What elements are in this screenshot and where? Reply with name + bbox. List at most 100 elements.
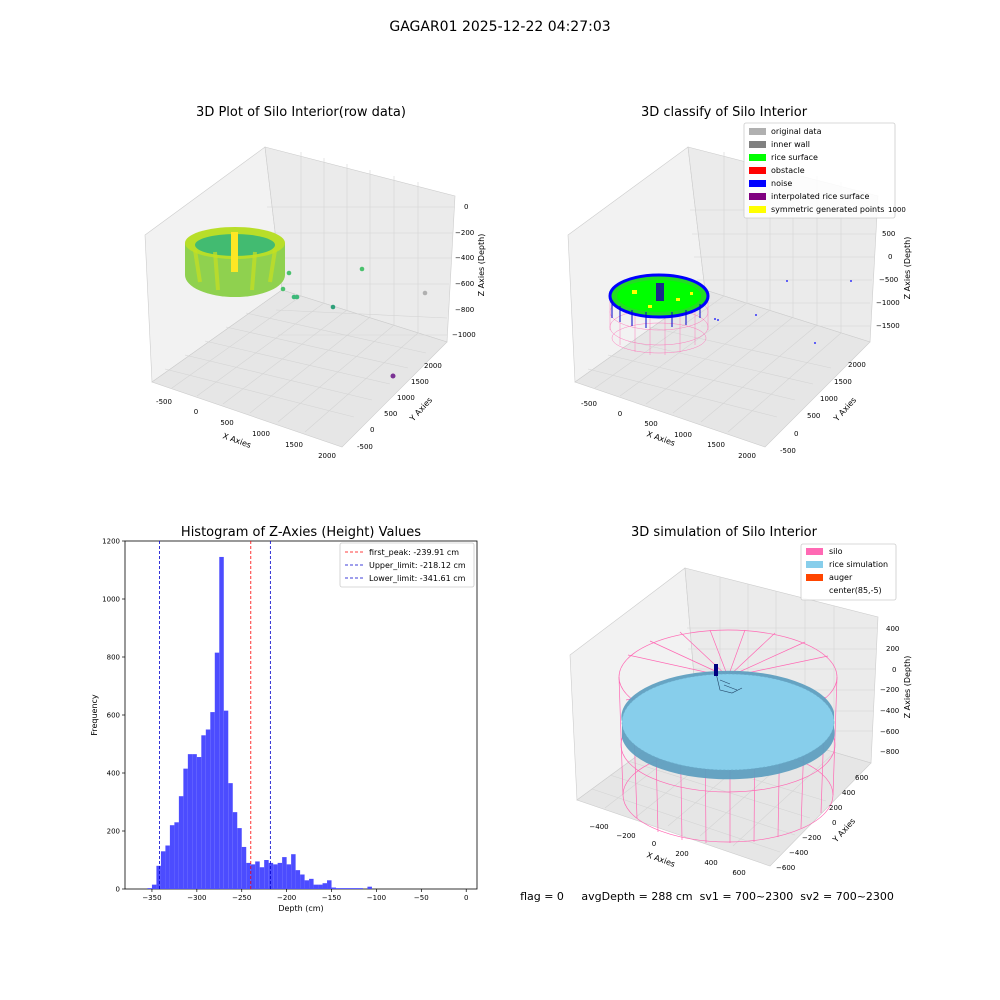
raw-y-ticks: -500 0 500 1000 1500 2000 bbox=[357, 362, 442, 451]
histogram-x-tick-label: 0 bbox=[464, 894, 468, 902]
svg-text:1500: 1500 bbox=[411, 378, 429, 386]
histogram-bar bbox=[295, 870, 301, 889]
svg-text:600: 600 bbox=[855, 774, 868, 782]
svg-text:original data: original data bbox=[771, 127, 822, 136]
raw-z-ticks: 0 −200 −400 −600 −800 −1000 bbox=[452, 203, 476, 339]
histogram-x-tick-label: −200 bbox=[277, 894, 296, 902]
classify-legend-entry: noise bbox=[749, 179, 792, 188]
svg-text:−1500: −1500 bbox=[876, 322, 900, 330]
histogram-title: Histogram of Z-Axies (Height) Values bbox=[181, 525, 421, 540]
histogram-y-ticks: 0 200 400 600 800 1000 1200 bbox=[102, 538, 125, 894]
histogram-bar bbox=[273, 864, 278, 889]
simulation-legend-entry: silo bbox=[806, 547, 843, 556]
classify-x-label: X Axies bbox=[645, 429, 676, 448]
classify-legend: original data inner wall rice surface ob… bbox=[743, 122, 896, 219]
simulation-auger-mesh bbox=[715, 672, 743, 694]
histogram-bar bbox=[210, 712, 215, 889]
histogram-y-label: Frequency bbox=[90, 694, 99, 736]
classify-legend-entry: obstacle bbox=[749, 166, 805, 175]
simulation-panel-title: 3D simulation of Silo Interior bbox=[631, 525, 818, 540]
simulation-x-label: X Axies bbox=[645, 850, 676, 869]
histogram-bar bbox=[183, 768, 188, 889]
svg-text:200: 200 bbox=[829, 804, 842, 812]
raw-x-ticks: -500 0 500 1000 1500 2000 bbox=[156, 398, 336, 460]
classify-legend-entry: original data bbox=[749, 127, 822, 136]
histogram-bar bbox=[367, 886, 372, 889]
classify-x-ticks: -500 0 500 1000 1500 2000 bbox=[581, 400, 756, 460]
svg-text:-500: -500 bbox=[581, 400, 597, 408]
histogram-bar bbox=[178, 796, 184, 889]
simulation-auger bbox=[714, 664, 718, 676]
histogram-bar bbox=[286, 864, 292, 889]
simulation-z-label: Z Axies (Depth) bbox=[903, 656, 912, 719]
svg-text:1500: 1500 bbox=[285, 441, 303, 449]
histogram-legend: first_peak: -239.91 cm Upper_limit: -218… bbox=[339, 542, 475, 588]
histogram-bar bbox=[214, 652, 220, 889]
histogram-panel: Histogram of Z-Axies (Height) Values −35… bbox=[90, 525, 478, 913]
histogram-bar bbox=[340, 888, 345, 889]
histogram-legend-entry: Lower_limit: -341.61 cm bbox=[345, 574, 466, 583]
svg-text:rice simulation: rice simulation bbox=[829, 560, 888, 569]
histogram-legend-entry: first_peak: -239.91 cm bbox=[345, 548, 459, 557]
histogram-bar bbox=[169, 825, 175, 889]
histogram-bar bbox=[165, 845, 170, 889]
svg-text:−200: −200 bbox=[880, 686, 899, 694]
raw-silo-points bbox=[185, 227, 285, 297]
svg-text:Lower_limit: -341.61 cm: Lower_limit: -341.61 cm bbox=[369, 574, 466, 583]
histogram-bar bbox=[322, 883, 328, 889]
svg-text:inner wall: inner wall bbox=[771, 140, 810, 149]
svg-text:0: 0 bbox=[464, 203, 468, 211]
svg-text:symmetric generated points: symmetric generated points bbox=[771, 205, 884, 214]
svg-text:auger: auger bbox=[829, 573, 853, 582]
histogram-y-tick-label: 200 bbox=[107, 828, 120, 836]
svg-text:−1000: −1000 bbox=[452, 331, 476, 339]
histogram-bar bbox=[151, 884, 157, 889]
histogram-x-tick-label: −250 bbox=[232, 894, 251, 902]
histogram-bar bbox=[196, 757, 202, 889]
raw-z-label: Z Axies (Depth) bbox=[477, 234, 486, 297]
svg-text:−800: −800 bbox=[880, 748, 899, 756]
svg-text:silo: silo bbox=[829, 547, 843, 556]
histogram-bar bbox=[313, 884, 319, 889]
svg-text:0: 0 bbox=[652, 840, 656, 848]
svg-text:2000: 2000 bbox=[318, 452, 336, 460]
figure-title: GAGAR01 2025-12-22 04:27:03 bbox=[389, 19, 610, 35]
classify-outlier-noise bbox=[714, 280, 852, 344]
histogram-bar bbox=[250, 864, 256, 889]
svg-text:−400: −400 bbox=[455, 254, 474, 262]
histogram-bar bbox=[232, 812, 238, 889]
svg-text:center(85,-5): center(85,-5) bbox=[829, 586, 882, 595]
simulation-3d-panel: 3D simulation of Silo Interior bbox=[569, 525, 912, 877]
svg-text:500: 500 bbox=[384, 410, 397, 418]
simulation-legend-entry: auger bbox=[806, 573, 853, 582]
svg-text:0: 0 bbox=[888, 253, 892, 261]
histogram-bar bbox=[246, 862, 251, 889]
histogram-y-tick-label: 1000 bbox=[102, 596, 120, 604]
svg-text:−600: −600 bbox=[455, 280, 474, 288]
histogram-y-tick-label: 600 bbox=[107, 712, 120, 720]
svg-text:1500: 1500 bbox=[707, 441, 725, 449]
histogram-bar bbox=[353, 888, 359, 889]
histogram-x-tick-label: −50 bbox=[414, 894, 429, 902]
svg-text:−1000: −1000 bbox=[876, 299, 900, 307]
svg-text:rice surface: rice surface bbox=[771, 153, 818, 162]
histogram-bar bbox=[318, 884, 323, 889]
histogram-bar bbox=[219, 556, 224, 889]
histogram-bar bbox=[291, 854, 296, 889]
histogram-y-tick-label: 0 bbox=[116, 886, 120, 894]
svg-text:400: 400 bbox=[842, 789, 855, 797]
simulation-x-ticks: −400 −200 0 200 400 600 bbox=[589, 823, 745, 877]
histogram-y-tick-label: 400 bbox=[107, 770, 120, 778]
raw-3d-panel: 3D Plot of Silo Interior(row data) bbox=[144, 105, 486, 460]
svg-text:2000: 2000 bbox=[848, 361, 866, 369]
histogram-bar bbox=[309, 878, 314, 889]
histogram-bar bbox=[327, 880, 332, 889]
svg-text:600: 600 bbox=[732, 869, 745, 877]
classify-legend-entry: inner wall bbox=[749, 140, 810, 149]
svg-text:0: 0 bbox=[794, 430, 798, 438]
histogram-bar bbox=[237, 828, 242, 889]
histogram-bars bbox=[147, 556, 372, 889]
classify-symmetric-points bbox=[632, 290, 693, 308]
simulation-legend-entry: rice simulation bbox=[806, 560, 888, 569]
histogram-y-tick-label: 1200 bbox=[102, 538, 120, 546]
